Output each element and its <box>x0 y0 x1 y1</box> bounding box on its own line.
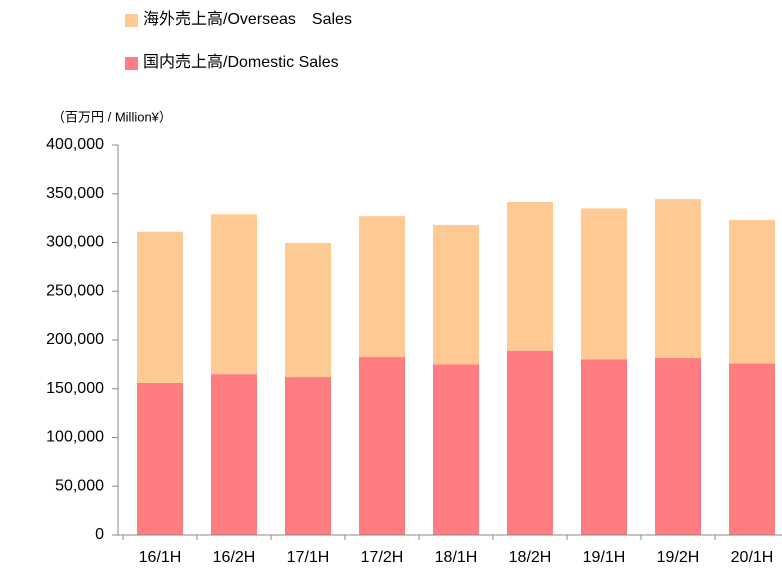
y-tick-label: 100,000 <box>46 429 104 446</box>
y-tick-label: 300,000 <box>46 234 104 251</box>
legend-swatch <box>125 14 138 27</box>
y-tick-label: 350,000 <box>46 185 104 202</box>
bar-segment <box>507 202 553 351</box>
x-tick-label: 19/2H <box>657 549 700 566</box>
bar-segment <box>729 363 775 535</box>
y-tick-label: 0 <box>95 526 104 543</box>
y-tick-label: 250,000 <box>46 282 104 299</box>
y-tick-label: 50,000 <box>55 477 104 494</box>
bar-segment <box>137 382 183 535</box>
x-tick-label: 19/1H <box>583 549 626 566</box>
bar-segment <box>581 359 627 535</box>
x-tick-label: 17/2H <box>361 549 404 566</box>
bar-segment <box>211 214 257 375</box>
y-tick-label: 150,000 <box>46 380 104 397</box>
bar-segment <box>581 208 627 360</box>
x-tick-label: 18/1H <box>435 549 478 566</box>
x-tick-label: 16/1H <box>139 549 182 566</box>
legend-swatch <box>125 57 138 70</box>
bar-segment <box>359 216 405 358</box>
y-tick-label: 400,000 <box>46 136 104 153</box>
y-axis-label: （百万円 / Million¥） <box>52 109 172 124</box>
x-tick-label: 17/1H <box>287 549 330 566</box>
x-tick-label: 16/2H <box>213 549 256 566</box>
bar-segment <box>359 357 405 535</box>
x-tick-label: 18/2H <box>509 549 552 566</box>
y-tick-label: 200,000 <box>46 331 104 348</box>
bar-segment <box>285 242 331 378</box>
bar-segment <box>433 364 479 535</box>
bar-segment <box>655 199 701 359</box>
bar-segment <box>211 374 257 535</box>
x-tick-label: 20/1H <box>731 549 774 566</box>
bar-segment <box>507 350 553 535</box>
legend-label: 海外売上高/Overseas Sales <box>143 10 352 28</box>
legend-label: 国内売上高/Domestic Sales <box>143 53 339 71</box>
bar-segment <box>729 220 775 364</box>
bar-segment <box>433 224 479 365</box>
bar-segment <box>285 377 331 535</box>
bar-segment <box>655 358 701 535</box>
bar-segment <box>137 231 183 383</box>
